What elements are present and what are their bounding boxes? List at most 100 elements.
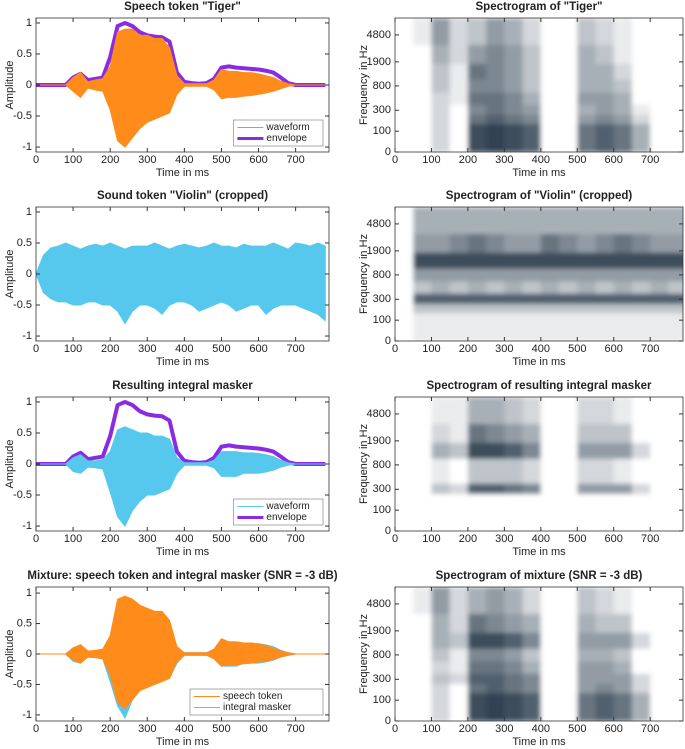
spectrogram-cell <box>504 470 524 484</box>
x-tick-label: 400 <box>532 533 550 545</box>
spectrogram-cell <box>540 442 560 459</box>
spectrogram-cell <box>522 673 542 685</box>
x-tick-label: 100 <box>64 343 82 355</box>
chart-title: Spectrogram of "Violin" (cropped) <box>446 190 633 202</box>
y-tick-label: 0 <box>385 335 391 347</box>
spectrogram-cell <box>431 613 451 633</box>
spectrogram-cell <box>577 293 597 305</box>
spectrogram-cell <box>486 493 505 504</box>
spectrogram-cell <box>467 493 487 504</box>
panel: 0 100 200 300 400 500 600 700 -1 -0.5 0 0.5 1 Sound t… <box>4 190 330 368</box>
spectrogram-cell <box>449 79 469 93</box>
y-tick-label: -1 <box>22 709 32 721</box>
spectrogram-cell <box>395 587 414 614</box>
y-axis-label: Frequency in Hz <box>358 614 370 694</box>
spectrogram-cell <box>413 303 432 314</box>
spectrogram-cell <box>504 587 524 614</box>
spectrogram-cell <box>486 673 505 685</box>
plot <box>395 18 683 152</box>
y-tick-label: 100 <box>373 125 391 137</box>
spectrogram-cell <box>522 79 542 93</box>
spectrogram-cell <box>559 683 578 694</box>
spectrogram-cell <box>413 114 432 125</box>
spectrogram-cell <box>431 207 451 234</box>
spectrogram-cell <box>613 613 633 633</box>
spectrogram-cell <box>650 692 669 721</box>
spectrogram-cell <box>431 587 451 614</box>
spectrogram-cell <box>449 632 469 649</box>
spectrogram-cell <box>413 660 432 674</box>
spectrogram-cell <box>540 458 560 472</box>
spectrogram-cell <box>413 91 432 105</box>
x-tick-label: 500 <box>212 533 230 545</box>
spectrogram-cell <box>559 660 578 674</box>
spectrogram-cell <box>650 207 669 234</box>
spectrogram-cell <box>467 303 487 314</box>
panel: 0 100 200 300 400 500 600 700 0 100 300 800 1900 4800… <box>358 190 684 368</box>
spectrogram-cell <box>631 692 651 721</box>
x-tick-label: 700 <box>641 533 659 545</box>
spectrogram-cell <box>613 312 633 341</box>
spectrogram-cell <box>413 587 432 614</box>
spectrogram-cell <box>395 44 414 64</box>
spectrogram-cell <box>668 104 683 116</box>
spectrogram-cell <box>631 280 651 294</box>
spectrogram-cell <box>577 483 597 495</box>
spectrogram-cell <box>559 470 578 484</box>
spectrogram-cell <box>395 683 414 694</box>
spectrogram-cell <box>650 442 669 459</box>
spectrogram-cell <box>522 483 542 495</box>
spectrogram-cell <box>504 233 524 253</box>
x-tick-label: 0 <box>392 723 398 735</box>
y-tick-label: -1 <box>22 330 32 342</box>
x-tick-label: 700 <box>641 154 659 166</box>
legend-label: waveform <box>265 501 309 512</box>
spectrogram-cell <box>631 114 651 125</box>
spectrogram-cell <box>668 79 683 93</box>
spectrogram-cell <box>449 648 469 662</box>
spectrogram-cell <box>486 458 505 472</box>
spectrogram-cell <box>559 632 578 649</box>
spectrogram-cell <box>631 683 651 694</box>
spectrogram-cell <box>486 683 505 694</box>
spectrogram-cell <box>668 483 683 495</box>
spectrogram-cell <box>631 587 651 614</box>
spectrogram-cell <box>650 18 669 45</box>
spectrogram-cell <box>395 18 414 45</box>
x-tick-label: 100 <box>422 533 440 545</box>
spectrogram-cell <box>522 312 542 341</box>
spectrogram-cell <box>486 587 505 614</box>
spectrogram-cell <box>577 18 597 45</box>
spectrogram-cell <box>522 233 542 253</box>
spectrogram-cell <box>595 63 615 80</box>
spectrogram-cell <box>486 63 505 80</box>
spectrogram-cell <box>449 303 469 314</box>
chart-title: Spectrogram of "Tiger" <box>476 1 603 13</box>
spectrogram-cell <box>613 502 633 531</box>
spectrogram-cell <box>631 79 651 93</box>
spectrogram-cell <box>631 648 651 662</box>
spectrogram-cell <box>431 692 451 721</box>
spectrogram-cell <box>559 493 578 504</box>
x-tick-label: 100 <box>422 343 440 355</box>
x-tick-label: 700 <box>286 533 304 545</box>
spectrogram-cell <box>395 268 414 282</box>
x-tick-label: 0 <box>33 533 39 545</box>
spectrogram-cell <box>522 44 542 64</box>
y-tick-label: 1 <box>26 206 32 218</box>
spectrogram-cell <box>395 442 414 459</box>
spectrogram-cell <box>395 692 414 721</box>
spectrogram-cell <box>395 458 414 472</box>
spectrogram-cell <box>559 293 578 305</box>
spectrogram-cell <box>595 303 615 314</box>
spectrogram-cell <box>467 660 487 674</box>
spectrogram-cell <box>595 587 615 614</box>
spectrogram-cell <box>431 423 451 443</box>
spectrogram-cell <box>668 114 683 125</box>
spectrogram-cell <box>668 648 683 662</box>
spectrogram-cell <box>504 502 524 531</box>
spectrogram-cell <box>449 423 469 443</box>
spectrogram-cell <box>559 18 578 45</box>
